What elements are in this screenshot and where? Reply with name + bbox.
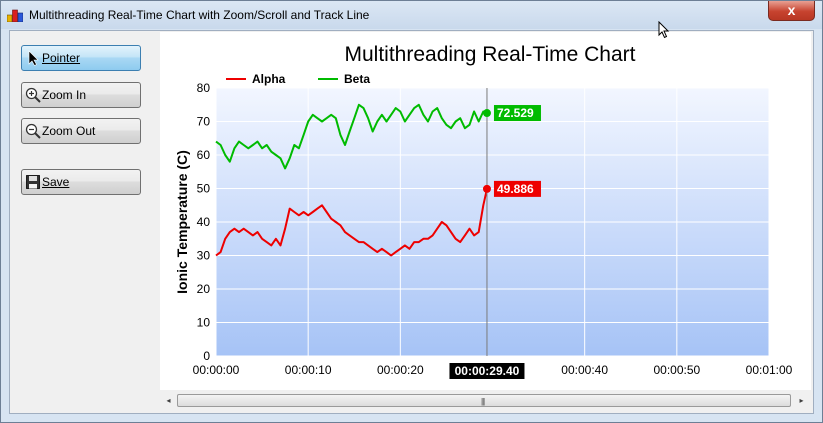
mouse-cursor-icon (658, 21, 670, 39)
track-x-label-box (449, 363, 525, 379)
track-value-box-beta (493, 105, 541, 122)
chart-svg[interactable]: 0 10 20 30 40 50 60 70 80 00:00:00 00:00:10 00:00:2… (160, 32, 811, 390)
zoom-out-label: Zoom Out (42, 124, 96, 138)
y-tick-label: 40 (197, 215, 211, 229)
zoom-in-button[interactable]: Zoom In (21, 82, 141, 108)
scrollbar-grip: ||| (481, 397, 485, 406)
x-tick-label: 00:01:00 (746, 363, 793, 377)
x-tick-label: 00:00:40 (561, 363, 608, 377)
y-tick-label: 10 (197, 316, 211, 330)
y-tick-label: 50 (197, 182, 211, 196)
y-axis-label: Ionic Temperature (C) (174, 150, 190, 294)
window-title: Multithreading Real-Time Chart with Zoom… (29, 8, 370, 22)
x-tick-label: 00:00:20 (377, 363, 424, 377)
pointer-button[interactable]: Pointer (21, 45, 141, 71)
scroll-right-button[interactable]: ▸ (799, 396, 804, 405)
track-x-label: 00:00:29.40 (455, 364, 520, 378)
scroll-left-button[interactable]: ◂ (166, 396, 171, 405)
x-tick-label: 00:00:50 (653, 363, 700, 377)
series-line-alpha (215, 188, 488, 257)
y-tick-label: 0 (203, 349, 210, 363)
close-button[interactable]: x (768, 1, 815, 21)
y-tick-label: 20 (197, 282, 211, 296)
x-tick-label: 00:00:00 (193, 363, 240, 377)
toolbar-sidebar: Pointer Zoom In Zoom Out (10, 31, 153, 413)
horizontal-scrollbar[interactable]: ◂ ||| ▸ (160, 392, 811, 409)
title-bar[interactable]: Multithreading Real-Time Chart with Zoom… (1, 1, 822, 29)
track-point-alpha (482, 184, 491, 193)
zoom-out-button[interactable]: Zoom Out (21, 118, 141, 144)
save-label: Save (42, 175, 70, 189)
track-value-beta: 72.529 (497, 106, 534, 120)
y-tick-label: 60 (197, 148, 211, 162)
track-value-alpha: 49.886 (497, 182, 534, 196)
chart-viewer[interactable]: 0 10 20 30 40 50 60 70 80 00:00:00 00:00:10 00:00:2… (160, 32, 811, 390)
y-tick-label: 70 (197, 115, 211, 129)
zoom-in-icon (25, 87, 41, 103)
chart-title: Multithreading Real-Time Chart (345, 43, 636, 66)
save-button[interactable]: Save (21, 169, 141, 195)
zoom-in-label: Zoom In (42, 88, 87, 102)
track-value-box-alpha (493, 180, 541, 197)
track-point-beta (482, 109, 491, 118)
pointer-icon (28, 50, 39, 66)
x-tick-label: 00:00:10 (285, 363, 332, 377)
zoom-out-icon (25, 123, 41, 139)
floppy-disk-icon (26, 175, 40, 189)
y-tick-label: 30 (197, 249, 211, 263)
y-tick-label: 80 (197, 81, 211, 95)
scrollbar-thumb[interactable]: ||| (177, 394, 791, 407)
pointer-label: Pointer (42, 51, 81, 65)
legend-label-alpha: Alpha (252, 72, 286, 86)
app-icon (7, 9, 23, 22)
legend-label-beta: Beta (344, 72, 370, 86)
series-line-beta (215, 103, 488, 170)
